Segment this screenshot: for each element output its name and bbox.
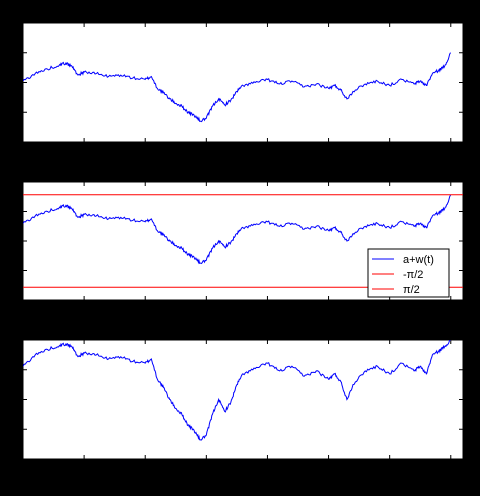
y-tick-label: -2 xyxy=(9,295,19,307)
y-tick-label: -1 xyxy=(9,107,19,119)
x-tick-label: 0.5 xyxy=(76,304,91,316)
series-line-1 xyxy=(23,52,452,123)
legend: a+w(t) -π/2 π/2 xyxy=(367,248,450,298)
x-tick-label: 3 xyxy=(387,304,393,316)
legend-label: a+w(t) xyxy=(403,254,434,266)
x-tick-label: 1 xyxy=(142,146,148,158)
x-tick-label: 2.5 xyxy=(321,463,336,475)
y-tick-label: -1 xyxy=(9,266,19,278)
chart-title: Wienerov proces w(t) xyxy=(191,9,295,21)
x-tick-label: 3.5 xyxy=(443,146,458,158)
x-tick-label: 0 xyxy=(20,304,26,316)
x-tick-label: 3 xyxy=(387,146,393,158)
x-tick-label: 0.5 xyxy=(76,146,91,158)
y-tick-label: 2 xyxy=(13,177,19,189)
series-line-1 xyxy=(23,194,452,265)
legend-label: π/2 xyxy=(403,284,420,296)
axes-background xyxy=(22,339,464,460)
y-tick-label: -2 xyxy=(9,137,19,149)
x-tick-label: 1.5 xyxy=(199,146,214,158)
series-line-1 xyxy=(23,340,451,441)
y-tick-label: 0.5 xyxy=(4,365,19,377)
x-tick-label: 2.5 xyxy=(321,304,336,316)
x-tick-label: 3.5 xyxy=(443,463,458,475)
x-tick-label: 3 xyxy=(387,463,393,475)
x-tick-label: 1.5 xyxy=(199,304,214,316)
y-tick-label: 1 xyxy=(13,48,19,60)
chart-title: a+w(t) xyxy=(228,168,259,180)
x-tick-label: 2 xyxy=(264,304,270,316)
y-tick-label: 1 xyxy=(13,207,19,219)
x-tick-label: 1.5 xyxy=(199,463,214,475)
y-tick-label: 0 xyxy=(13,78,19,90)
y-tick-label: 2 xyxy=(13,18,19,30)
y-tick-label: 0 xyxy=(13,236,19,248)
x-tick-label: 3.5 xyxy=(443,304,458,316)
chart-panel-3: x(t)=sin(a+w(t)) 0 0.5 1 1.5 2 2.5 3 3.5 -1 -0.5 0 0… xyxy=(0,326,464,475)
chart-title: x(t)=sin(a+w(t)) xyxy=(206,326,281,338)
x-tick-label: 0.5 xyxy=(76,463,91,475)
x-tick-label: 1 xyxy=(142,304,148,316)
x-tick-label: 0 xyxy=(20,463,26,475)
chart-panel-1: Wienerov proces w(t) 0 0.5 1 1.5 2 2.5 3 3.5 -2 -1… xyxy=(9,9,464,158)
y-tick-label: 0 xyxy=(13,395,19,407)
y-tick-label: -0.5 xyxy=(0,424,19,436)
x-tick-label: 2 xyxy=(264,463,270,475)
x-tick-label: 0 xyxy=(20,146,26,158)
x-tick-label: 2.5 xyxy=(321,146,336,158)
y-tick-label: -1 xyxy=(9,454,19,466)
x-tick-label: 1 xyxy=(142,463,148,475)
x-tick-label: 2 xyxy=(264,146,270,158)
y-tick-label: 1 xyxy=(13,335,19,347)
chart-panel-2: a+w(t) 0 0.5 1 1.5 2 2.5 3 3.5 -2 -1 0 1 2 a+w(t) -π/2 π… xyxy=(9,168,464,316)
axes-background xyxy=(22,22,464,143)
legend-label: -π/2 xyxy=(403,269,423,281)
